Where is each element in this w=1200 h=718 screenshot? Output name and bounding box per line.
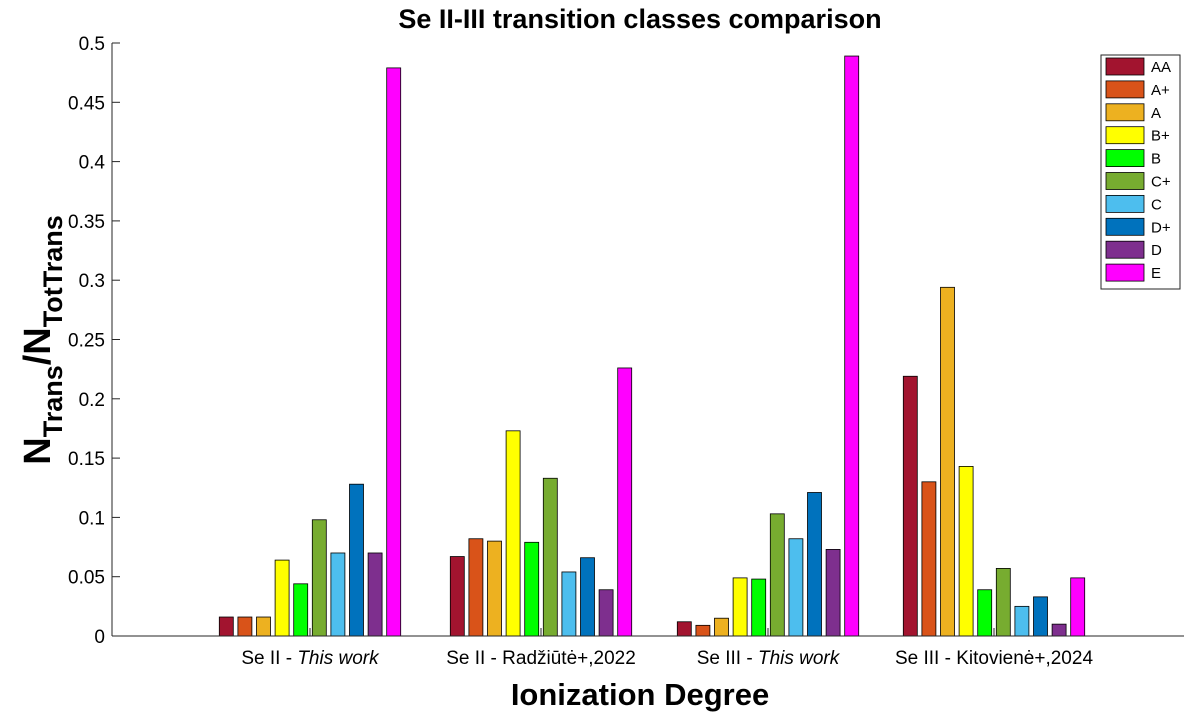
bar-c-plus-2 <box>542 477 558 637</box>
bar-a-plus-3 <box>695 624 711 637</box>
bar-a-2 <box>487 540 502 637</box>
bar-b-plus-3 <box>732 577 748 637</box>
x-tick-group: Se II - This work Se II - Radžiūtė+,2022 S… <box>241 628 1093 669</box>
legend-swatch-a-plus <box>1105 80 1145 99</box>
y-tick-group: 0 0.05 0.1 0.15 0.2 0.25 0.3 0.35 0.4 0.45 0.5 <box>68 34 120 648</box>
legend-swatch-aa <box>1105 57 1145 76</box>
bar-a-1 <box>256 616 271 637</box>
bar-aa-2 <box>449 556 465 637</box>
bar-b-3 <box>751 578 767 637</box>
legend-swatch-d <box>1105 240 1145 259</box>
bar-group <box>218 55 1086 637</box>
bar-b-4 <box>977 589 993 637</box>
bar-d-4 <box>1051 623 1067 637</box>
bar-aa-1 <box>218 616 234 637</box>
legend-swatch-c <box>1105 194 1145 213</box>
x-axis-label: Ionization Degree <box>511 677 769 712</box>
y-axis-label: NTrans/NTotTrans <box>17 215 68 465</box>
legend: AA A+ A B+ B C+ C D+ DE <box>1100 54 1181 290</box>
legend-label-d-plus: D+ <box>1151 219 1171 236</box>
bar-b-plus-1 <box>274 559 290 637</box>
x-tick-label-text: Se III - <box>697 648 758 669</box>
bar-c-1 <box>330 552 346 637</box>
bar-b-1 <box>293 583 309 637</box>
y-label-n: N <box>17 437 59 464</box>
bar-c-2 <box>561 571 577 637</box>
bar-b-plus-2 <box>505 430 521 637</box>
bar-d-plus-3 <box>807 492 822 637</box>
plot-area <box>112 43 1184 636</box>
bar-a-4 <box>940 286 955 637</box>
legend-label-aa: AA <box>1151 59 1171 76</box>
y-label-slash-n: /N <box>17 327 59 365</box>
legend-swatch-b <box>1105 149 1145 168</box>
y-tick-label: 0.05 <box>68 568 105 589</box>
y-tick-label: 0.5 <box>79 34 105 55</box>
legend-swatch-e <box>1105 263 1145 282</box>
x-tick-label-italic: This work <box>758 648 841 669</box>
chart-title: Se II-III transition classes comparison <box>398 4 881 34</box>
legend-label-a-plus: A+ <box>1151 82 1170 99</box>
bar-b-plus-4 <box>958 466 974 637</box>
y-tick-label: 0.3 <box>79 271 105 292</box>
bar-a-plus-4 <box>921 481 937 637</box>
legend-label-d: D <box>1151 242 1162 259</box>
bar-e-3 <box>844 55 860 637</box>
x-tick-label-text: Se III - Kitovienė+,2024 <box>895 648 1093 669</box>
y-label-sub-tottrans: TotTrans <box>38 215 68 327</box>
y-tick-label: 0.1 <box>79 508 105 529</box>
y-tick-label: 0.2 <box>79 390 105 411</box>
legend-swatch-b-plus <box>1105 126 1145 145</box>
x-tick-label-italic: This work <box>297 648 380 669</box>
bar-a-plus-1 <box>237 616 253 637</box>
bar-c-plus-3 <box>769 513 785 637</box>
y-tick-label: 0.15 <box>68 449 105 470</box>
legend-label-c-plus: C+ <box>1151 174 1171 191</box>
legend-label-b-plus: B+ <box>1151 128 1170 145</box>
bar-e-2 <box>617 367 633 637</box>
bar-d-1 <box>367 552 383 637</box>
y-tick-label: 0.45 <box>68 93 105 114</box>
y-label-sub-trans: Trans <box>38 365 68 437</box>
bar-c-plus-4 <box>995 567 1011 637</box>
y-tick-label: 0.35 <box>68 212 105 233</box>
x-tick-label: Se III - Kitovienė+,2024 <box>895 648 1093 669</box>
legend-swatch-a <box>1105 103 1145 122</box>
x-tick-label: Se II - This work <box>241 648 380 669</box>
bar-e-4 <box>1070 577 1086 637</box>
bar-c-plus-1 <box>311 519 327 637</box>
bar-aa-3 <box>676 621 692 637</box>
legend-swatch-c-plus <box>1105 172 1145 190</box>
x-tick-label: Se III - This work <box>697 648 841 669</box>
y-tick-label: 0.4 <box>79 153 106 174</box>
legend-label-a: A <box>1151 105 1161 122</box>
bar-aa-4 <box>902 375 918 637</box>
bar-c-3 <box>788 538 804 637</box>
bar-d-2 <box>598 589 614 637</box>
bar-d-plus-1 <box>349 483 364 637</box>
bar-b-2 <box>524 541 540 637</box>
bar-c-4 <box>1014 605 1030 637</box>
bar-d-plus-4 <box>1033 596 1048 637</box>
legend-label-e: E <box>1151 265 1161 282</box>
bar-d-plus-2 <box>580 557 595 637</box>
legend-label-c: C <box>1151 196 1162 213</box>
bar-e-1 <box>386 67 402 637</box>
bar-a-plus-2 <box>468 538 484 637</box>
x-tick-label-text: Se II - <box>241 648 297 669</box>
y-tick-label: 0.25 <box>68 331 105 352</box>
legend-label-b: B <box>1151 151 1161 168</box>
y-tick-label: 0 <box>94 627 105 648</box>
x-tick-label: Se II - Radžiūtė+,2022 <box>446 648 636 669</box>
legend-swatch-d-plus <box>1105 217 1145 236</box>
bar-a-3 <box>714 617 729 637</box>
x-tick-label-text: Se II - Radžiūtė+,2022 <box>446 648 636 669</box>
bar-d-3 <box>825 549 841 637</box>
